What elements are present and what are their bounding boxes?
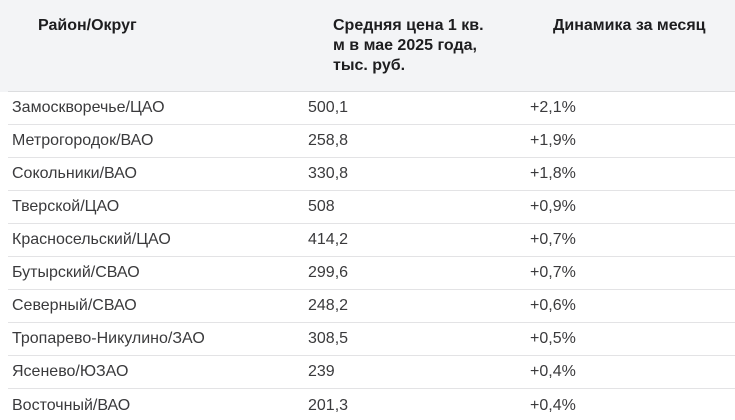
price-cell: 248,2 [308,297,349,314]
change-cell: +0,4% [530,363,576,380]
table-row: Ясенево/ЮЗАО 239 +0,4% [8,356,735,389]
price-cell: 299,6 [308,264,349,281]
table-row: Красносельский/ЦАО 414,2 +0,7% [8,224,735,257]
price-cell: 239 [308,363,335,380]
table-row: Замоскворечье/ЦАО 500,1 +2,1% [8,92,735,125]
district-cell: Тропарево-Никулино/ЗАО [12,330,205,347]
column-header-price-line: тыс. руб. [333,57,406,74]
table-row: Северный/СВАО 248,2 +0,6% [8,290,735,323]
column-header-district: Район/Округ [38,16,137,36]
district-cell: Замоскворечье/ЦАО [12,99,165,116]
column-header-price-line: м в мае 2025 года, [333,37,477,54]
change-cell: +0,7% [530,264,576,281]
table-body: Замоскворечье/ЦАО 500,1 +2,1% Метрогород… [0,92,735,420]
district-cell: Красносельский/ЦАО [12,231,171,248]
price-cell: 308,5 [308,330,349,347]
column-header-price: Средняя цена 1 кв. м в мае 2025 года, ты… [333,16,484,76]
table-row: Сокольники/ВАО 330,8 +1,8% [8,158,735,191]
change-cell: +1,8% [530,165,576,182]
district-cell: Тверской/ЦАО [12,198,120,215]
price-cell: 508 [308,198,335,215]
column-header-change: Динамика за месяц [553,16,706,36]
price-cell: 201,3 [308,396,349,414]
price-cell: 414,2 [308,231,349,248]
price-cell: 258,8 [308,132,349,149]
district-cell: Ясенево/ЮЗАО [12,363,129,380]
column-header-district-label: Район/Округ [38,17,137,34]
table-row: Метрогородок/ВАО 258,8 +1,9% [8,125,735,158]
price-cell: 330,8 [308,165,349,182]
district-cell: Восточный/ВАО [12,396,131,414]
table-header: Район/Округ Средняя цена 1 кв. м в мае 2… [0,0,735,92]
header-divider [8,91,735,92]
column-header-price-line: Средняя цена 1 кв. [333,17,484,34]
change-cell: +0,9% [530,198,576,215]
column-header-change-label: Динамика за месяц [553,17,706,34]
district-cell: Сокольники/ВАО [12,165,137,182]
table-row: Тропарево-Никулино/ЗАО 308,5 +0,5% [8,323,735,356]
district-cell: Метрогородок/ВАО [12,132,154,149]
change-cell: +2,1% [530,99,576,116]
change-cell: +0,6% [530,297,576,314]
district-cell: Северный/СВАО [12,297,137,314]
table-row: Тверской/ЦАО 508 +0,9% [8,191,735,224]
change-cell: +0,5% [530,330,576,347]
table-row: Восточный/ВАО 201,3 +0,4% [8,389,735,420]
change-cell: +0,4% [530,396,576,414]
district-cell: Бутырский/СВАО [12,264,140,281]
table-row: Бутырский/СВАО 299,6 +0,7% [8,257,735,290]
change-cell: +0,7% [530,231,576,248]
change-cell: +1,9% [530,132,576,149]
price-cell: 500,1 [308,99,349,116]
